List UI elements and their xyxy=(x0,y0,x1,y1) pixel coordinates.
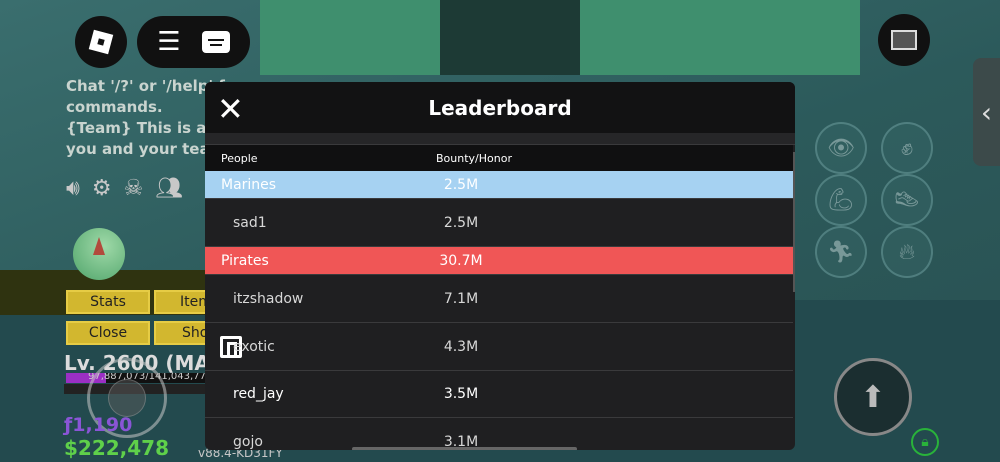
player-row[interactable]: exotic 4.3M xyxy=(205,323,793,371)
chat-line: {Team} This is a private message between xyxy=(66,119,226,137)
column-people: People xyxy=(221,152,258,165)
leaderboard-header: ✕ Leaderboard xyxy=(205,82,795,133)
scrollbar-horizontal[interactable] xyxy=(352,447,577,450)
close-icon[interactable]: ✕ xyxy=(217,90,244,128)
skull-crossbones-icon[interactable]: ☠ xyxy=(123,176,144,201)
chat-line: commands. xyxy=(66,98,163,116)
column-bounty: Bounty/Honor xyxy=(436,152,512,165)
money-label: $222,478 xyxy=(64,436,170,460)
team-name: Pirates xyxy=(221,252,269,269)
player-row[interactable]: gojo 3.1M xyxy=(205,418,793,450)
divider xyxy=(205,133,795,145)
settings-row: 🔊︎ ⚙ ☠ 👥︎ xyxy=(66,176,183,201)
eye-icon[interactable]: 👁︎ xyxy=(815,122,867,174)
player-name: gojo xyxy=(233,433,263,450)
player-row[interactable]: sad1 2.5M xyxy=(205,199,793,247)
chevron-left-icon: ‹ xyxy=(980,95,993,129)
crew-icon[interactable]: 👥︎ xyxy=(155,176,184,201)
fire-icon[interactable]: 🔥︎ xyxy=(881,226,933,278)
player-name: red_jay xyxy=(233,386,284,402)
menu-windows-button[interactable] xyxy=(878,14,930,66)
gear-icon[interactable]: ⚙ xyxy=(91,176,112,201)
player-row[interactable]: itzshadow 7.1M xyxy=(205,275,793,323)
player-name: sad1 xyxy=(233,214,267,231)
column-header: People Bounty/Honor xyxy=(205,145,793,171)
sprint-icon[interactable]: 🏃︎ xyxy=(815,226,867,278)
jump-button[interactable]: ⬆ xyxy=(834,358,912,436)
player-value: 7.1M xyxy=(443,290,479,307)
compass-button[interactable] xyxy=(73,228,125,280)
chat-line: you and your team xyxy=(66,140,226,158)
close-button[interactable]: Close xyxy=(66,321,150,345)
lock-icon: 🔒︎ xyxy=(921,434,929,450)
arrow-up-icon: ⬆ xyxy=(860,379,886,415)
leaderboard-title: Leaderboard xyxy=(428,95,572,120)
team-row-marines[interactable]: Marines 2.5M xyxy=(205,171,793,199)
premium-icon xyxy=(220,336,242,358)
chat-icon[interactable] xyxy=(201,31,230,53)
player-value: 3.5M xyxy=(443,386,479,402)
player-value: 3.1M xyxy=(443,433,479,450)
chat-log: Chat '/?' or '/help' for a list of comma… xyxy=(66,76,226,160)
player-name: itzshadow xyxy=(233,290,304,307)
shift-lock-button[interactable]: 🔒︎ xyxy=(911,428,939,456)
player-row-self[interactable]: red_jay 3.5M xyxy=(205,371,793,418)
player-value: 2.5M xyxy=(443,214,479,231)
background-door xyxy=(440,0,580,75)
team-name: Marines xyxy=(221,176,277,193)
team-row-pirates[interactable]: Pirates 30.7M xyxy=(205,247,793,275)
team-value: 30.7M xyxy=(439,252,483,269)
chat-line: Chat '/?' or '/help' for a list of xyxy=(66,77,226,95)
player-value: 4.3M xyxy=(443,338,479,355)
windows-icon xyxy=(891,30,917,50)
muscle-icon[interactable]: 💪︎ xyxy=(815,174,867,226)
fragments-label: ƒ1,190 xyxy=(64,414,133,436)
roblox-menu-button[interactable] xyxy=(75,16,127,68)
side-panel-toggle[interactable]: ‹ xyxy=(973,58,1000,166)
leaderboard-panel: ✕ Leaderboard People Bounty/Honor Marine… xyxy=(205,82,795,450)
shoe-icon[interactable]: 👟︎ xyxy=(881,174,933,226)
joystick[interactable] xyxy=(87,358,167,438)
items-button[interactable]: Items xyxy=(154,290,214,314)
speaker-icon[interactable]: 🔊︎ xyxy=(66,176,80,201)
team-value: 2.5M xyxy=(443,176,479,193)
compass-needle-icon xyxy=(93,237,105,255)
player-name: exotic xyxy=(233,338,275,355)
roblox-logo-icon xyxy=(88,29,114,55)
scrollbar-vertical[interactable] xyxy=(793,152,795,292)
abilities-grid: 👁︎ ✊︎ 💪︎ 👟︎ 🏃︎ 🔥︎ xyxy=(815,122,933,278)
stats-button[interactable]: Stats xyxy=(66,290,150,314)
dash-fist-icon[interactable]: ✊︎ xyxy=(881,122,933,174)
top-bar: ☰ xyxy=(137,16,250,68)
hamburger-menu-icon[interactable]: ☰ xyxy=(157,27,181,57)
